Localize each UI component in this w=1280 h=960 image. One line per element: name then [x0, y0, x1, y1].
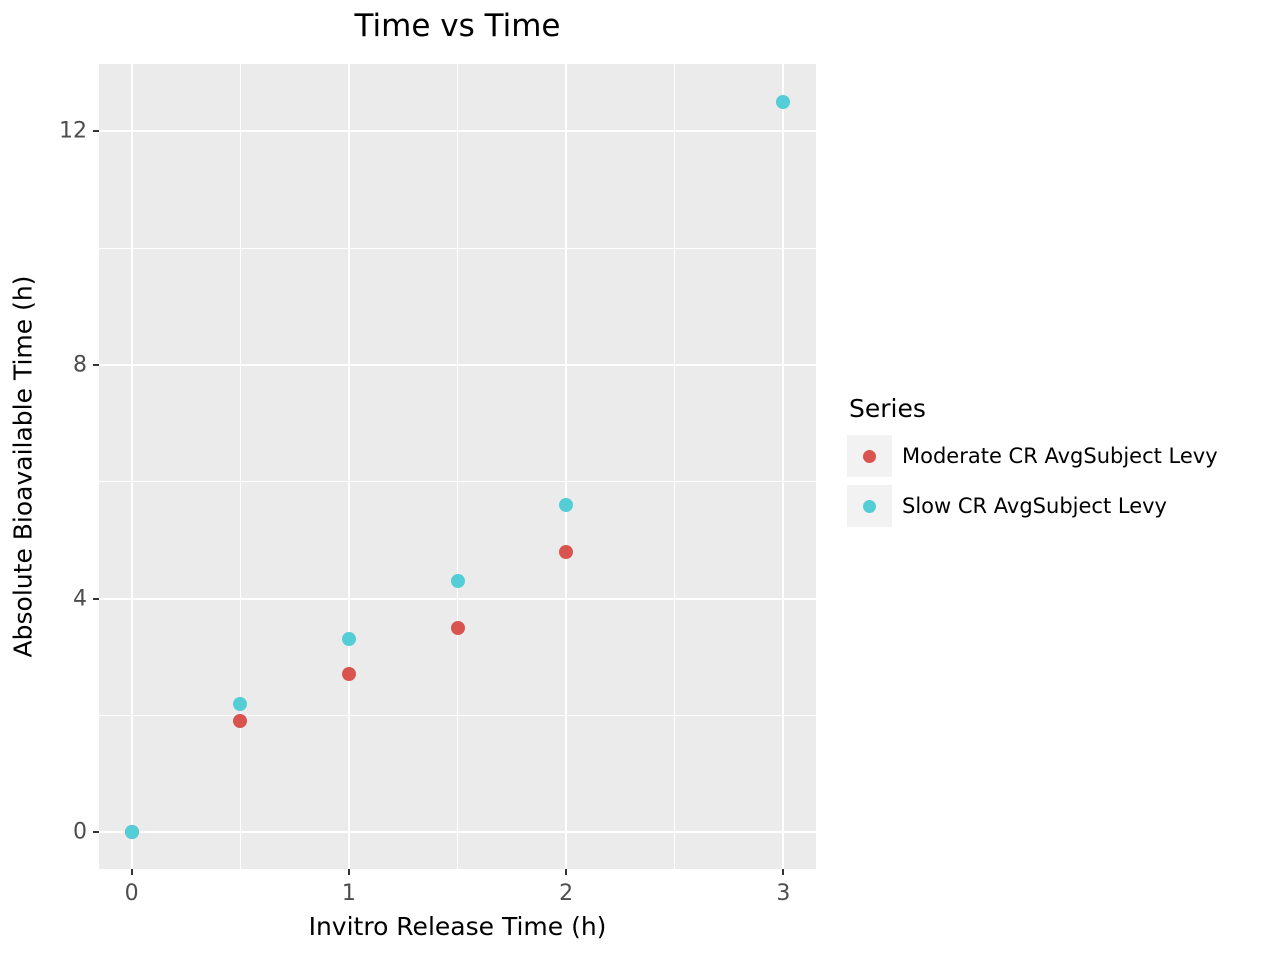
- data-point: [341, 667, 356, 682]
- y-axis-title: Absolute Bioavailable Time (h): [6, 64, 40, 869]
- y-major-gridline: [99, 130, 816, 133]
- legend-title: Series: [849, 394, 926, 423]
- legend-key: [847, 485, 892, 527]
- legend-item-moderate: Moderate CR AvgSubject Levy: [847, 435, 1218, 477]
- y-tick-label: 4: [73, 586, 87, 612]
- x-tick-mark: [130, 869, 133, 875]
- x-minor-gridline: [674, 64, 676, 869]
- x-tick-label: 2: [559, 881, 574, 906]
- y-tick-label: 12: [59, 118, 87, 144]
- x-minor-gridline: [239, 64, 241, 869]
- legend-label: Moderate CR AvgSubject Levy: [902, 444, 1218, 468]
- data-point: [559, 498, 574, 513]
- x-tick-label: 3: [776, 881, 791, 906]
- data-point: [233, 714, 248, 729]
- legend-key: [847, 435, 892, 477]
- x-tick-mark: [782, 869, 785, 875]
- y-tick-mark: [93, 363, 99, 366]
- y-major-gridline: [99, 597, 816, 600]
- data-point: [450, 573, 465, 588]
- x-tick-label: 0: [124, 881, 139, 906]
- x-tick-mark: [565, 869, 568, 875]
- x-axis-title: Invitro Release Time (h): [308, 912, 607, 941]
- y-minor-gridline: [99, 247, 816, 249]
- data-point: [341, 632, 356, 647]
- x-tick-mark: [347, 869, 350, 875]
- legend-label: Slow CR AvgSubject Levy: [902, 494, 1167, 518]
- data-point: [124, 825, 139, 840]
- x-major-gridline: [565, 64, 568, 869]
- chart-title: Time vs Time: [354, 8, 561, 44]
- y-tick-mark: [93, 130, 99, 133]
- x-major-gridline: [347, 64, 350, 869]
- y-tick-mark: [93, 831, 99, 834]
- y-major-gridline: [99, 363, 816, 366]
- y-tick-mark: [93, 597, 99, 600]
- x-minor-gridline: [457, 64, 458, 869]
- data-point: [233, 696, 248, 711]
- y-minor-gridline: [99, 714, 816, 716]
- y-minor-gridline: [99, 481, 816, 483]
- x-tick-label: 1: [341, 881, 356, 906]
- y-major-gridline: [99, 831, 816, 834]
- plot-panel: [99, 64, 816, 869]
- y-tick-label: 0: [73, 819, 87, 845]
- data-point: [559, 544, 574, 559]
- x-major-gridline: [130, 64, 133, 869]
- x-major-gridline: [782, 64, 785, 869]
- data-point: [776, 94, 791, 109]
- data-point: [450, 620, 465, 635]
- legend-item-slow: Slow CR AvgSubject Levy: [847, 485, 1218, 527]
- y-tick-label: 8: [73, 352, 87, 378]
- moderate-series-dot-icon: [863, 449, 876, 463]
- slow-series-dot-icon: [863, 499, 876, 513]
- legend: Series Moderate CR AvgSubject Levy Slow …: [847, 394, 1218, 535]
